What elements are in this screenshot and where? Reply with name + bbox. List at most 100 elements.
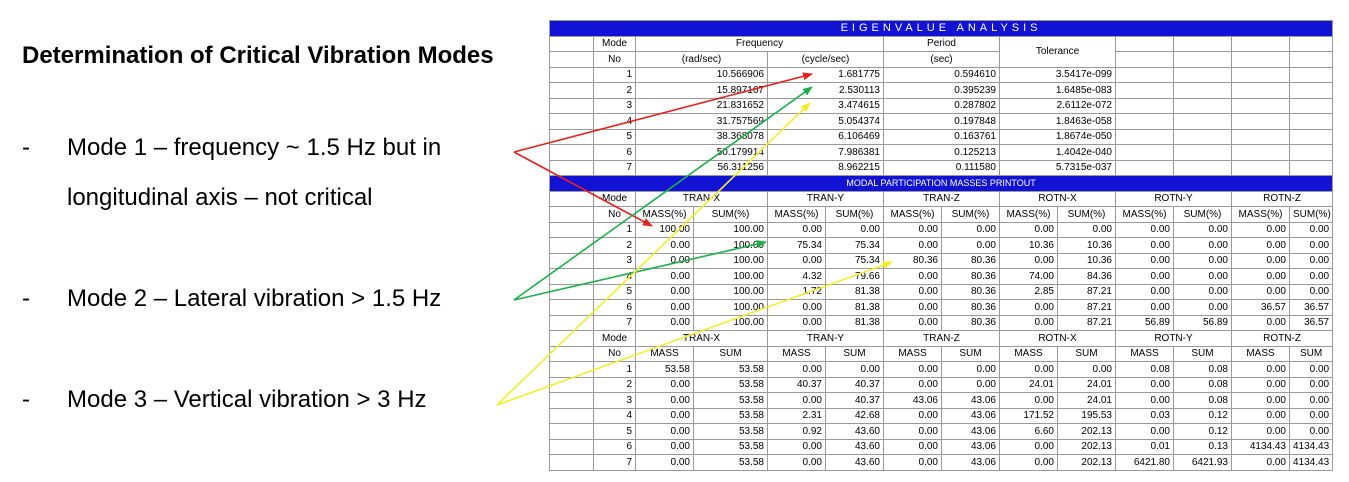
eigen-tolerance: 3.5417e-099: [999, 66, 1116, 83]
modal-value: 0.00: [999, 314, 1058, 331]
mass-value: 0.00: [1288, 407, 1334, 424]
modal-value: 80.36: [941, 252, 1000, 269]
modal-value: 80.36: [883, 252, 942, 269]
mass-hdr-sub: MASS: [999, 345, 1058, 362]
modal-value: 36.57: [1288, 314, 1334, 331]
modal-hdr-mode: Mode: [593, 190, 636, 207]
mass-value: 0.00: [635, 376, 694, 393]
mass-value: 53.58: [693, 407, 768, 424]
table-row: 2 0.00 100.00 75.34 75.34 0.00 0.00 10.36 10.36 0…: [549, 237, 1334, 254]
mass-hdr-sub: MASS: [1231, 345, 1290, 362]
mass-value: 4134.43: [1231, 438, 1290, 455]
modal-value: 0.00: [883, 221, 942, 238]
bullet-dash: -: [22, 386, 30, 413]
mass-value: 0.08: [1173, 361, 1232, 378]
modal-value: 0.00: [635, 299, 694, 316]
modal-title-bar: MODAL PARTICIPATION MASSES PRINTOUT: [548, 175, 1334, 192]
modal-value: 80.36: [941, 268, 1000, 285]
mass-hdr-sub: SUM: [693, 345, 768, 362]
eigen-hdr-period: Period: [883, 35, 1000, 52]
modal-value: 0.00: [999, 221, 1058, 238]
blank-cell: [549, 128, 594, 145]
eigen-hdr-tolerance: Tolerance: [999, 35, 1116, 68]
modal-value: 0.00: [1115, 299, 1174, 316]
modal-value: 0.00: [1173, 283, 1232, 300]
blank-cell: [549, 190, 594, 207]
mass-value: 4134.43: [1288, 454, 1334, 471]
modal-value: 100.00: [693, 283, 768, 300]
modal-value: 0.00: [941, 237, 1000, 254]
blank-cell: [1173, 128, 1232, 145]
mass-value: 0.00: [1288, 423, 1334, 440]
table-row: 3 0.00 53.58 0.00 40.37 43.06 43.06 0.00 24.01 0.…: [549, 392, 1334, 409]
blank-cell: [1173, 97, 1232, 114]
blank-cell: [549, 144, 594, 161]
eigen-rad: 15.897167: [635, 82, 768, 99]
mass-value: 0.00: [883, 361, 942, 378]
mass-value: 0.00: [635, 407, 694, 424]
modal-value: 84.36: [1057, 268, 1116, 285]
mass-value: 0.00: [767, 361, 826, 378]
eigen-tolerance: 5.7315e-037: [999, 159, 1116, 176]
mass-value: 0.00: [1115, 392, 1174, 409]
mass-value: 53.58: [693, 423, 768, 440]
mass-value: 0.00: [1115, 423, 1174, 440]
blank-cell: [1115, 35, 1174, 52]
blank-cell: [549, 454, 594, 471]
modal-value: 0.00: [1173, 252, 1232, 269]
modal-value: 2.85: [999, 283, 1058, 300]
modal-value: 80.36: [941, 314, 1000, 331]
mass-hdr-no: No: [593, 345, 636, 362]
eigen-period: 0.197848: [883, 113, 1000, 130]
mass-value: 0.00: [941, 376, 1000, 393]
mass-value: 40.37: [825, 392, 884, 409]
eigen-hdr-no: No: [593, 51, 636, 68]
modal-value: 1.72: [767, 283, 826, 300]
modal-value: 75.34: [825, 252, 884, 269]
mass-value: 0.00: [1231, 423, 1290, 440]
mass-value: 202.13: [1057, 454, 1116, 471]
modal-value: 0.00: [883, 314, 942, 331]
modal-value: 0.00: [999, 252, 1058, 269]
eigen-cycle: 1.681775: [767, 66, 884, 83]
modal-value: 0.00: [1115, 283, 1174, 300]
modal-hdr-group: ROTN-X: [999, 190, 1116, 207]
eigen-cycle: 7.986381: [767, 144, 884, 161]
mass-value: 43.06: [941, 423, 1000, 440]
blank-cell: [1115, 82, 1174, 99]
eigen-mode-no: 3: [593, 97, 636, 114]
table-row: 3 0.00 100.00 0.00 75.34 80.36 80.36 0.00 10.36 0…: [549, 252, 1334, 269]
blank-cell: [549, 376, 594, 393]
mass-value: 6421.80: [1115, 454, 1174, 471]
modal-value: 0.00: [1231, 268, 1290, 285]
modal-value: 0.00: [1231, 237, 1290, 254]
mass-value: 0.00: [883, 454, 942, 471]
mass-hdr-sub: MASS: [1115, 345, 1174, 362]
modal-hdr-group: TRAN-Z: [883, 190, 1000, 207]
modal-value: 0.00: [1057, 221, 1116, 238]
bullet-mode-3: - Mode 3 – Vertical vibration > 3 Hz: [22, 375, 527, 425]
mass-hdr-mode: Mode: [593, 330, 636, 347]
eigen-period: 0.594610: [883, 66, 1000, 83]
mass-value: 43.60: [825, 438, 884, 455]
modal-value: 0.00: [883, 237, 942, 254]
modal-value: 0.00: [883, 268, 942, 285]
mass-hdr-sub: SUM: [1288, 345, 1334, 362]
modal-mode-no: 1: [593, 221, 636, 238]
blank-cell: [549, 51, 594, 68]
modal-value: 0.00: [635, 314, 694, 331]
modal-value: 10.36: [999, 237, 1058, 254]
mass-value: 0.00: [999, 361, 1058, 378]
eigen-title-bar: EIGENVALUE ANALYSIS: [548, 20, 1334, 37]
modal-hdr-sub: SUM(%): [825, 206, 884, 223]
mass-hdr-sub: SUM: [1173, 345, 1232, 362]
modal-value: 56.89: [1115, 314, 1174, 331]
mass-value: 0.13: [1173, 438, 1232, 455]
blank-cell: [549, 159, 594, 176]
eigen-mode-no: 7: [593, 159, 636, 176]
blank-cell: [1231, 82, 1290, 99]
eigen-rad: 38.368078: [635, 128, 768, 145]
mass-value: 0.00: [635, 454, 694, 471]
mass-value: 53.58: [693, 454, 768, 471]
mass-value: 0.00: [767, 454, 826, 471]
